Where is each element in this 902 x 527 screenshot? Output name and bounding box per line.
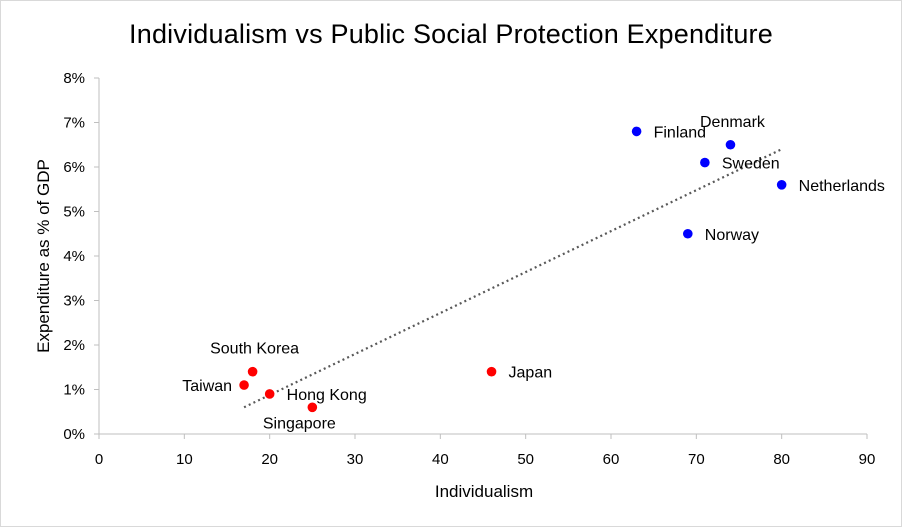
data-label: Netherlands (799, 178, 885, 195)
y-tick-label: 1% (63, 382, 85, 399)
data-point (239, 380, 249, 390)
data-label: Sweden (722, 156, 780, 173)
data-label: Denmark (700, 114, 766, 131)
x-tick-label: 10 (176, 451, 193, 468)
x-tick-label: 0 (95, 451, 103, 468)
data-label: Taiwan (182, 378, 232, 395)
data-point (264, 389, 275, 399)
y-tick-label: 2% (63, 337, 85, 354)
x-tick-label: 40 (432, 451, 449, 468)
x-tick-label: 90 (859, 451, 876, 468)
y-tick-label: 0% (63, 426, 85, 443)
y-tick-label: 3% (63, 293, 85, 310)
data-point (683, 228, 693, 239)
data-point (725, 139, 736, 150)
x-axis-title: Individualism (435, 482, 533, 501)
y-tick-label: 5% (63, 204, 85, 221)
data-label: Finland (654, 124, 706, 141)
data-label: Singapore (263, 415, 336, 432)
data-point (486, 366, 497, 377)
data-label: Japan (509, 365, 553, 382)
x-tick-label: 60 (603, 451, 620, 468)
data-label: Hong Kong (287, 387, 367, 404)
y-tick-label: 4% (63, 248, 85, 265)
x-tick-label: 20 (261, 451, 278, 468)
x-tick-label: 80 (773, 451, 790, 468)
y-tick-label: 7% (63, 115, 85, 132)
y-tick-label: 8% (63, 70, 85, 87)
chart-title: Individualism vs Public Social Protectio… (129, 19, 773, 49)
trendline (243, 148, 783, 409)
y-tick-label: 6% (63, 159, 85, 176)
data-point (700, 157, 710, 168)
x-tick-label: 70 (688, 451, 705, 468)
data-point (631, 126, 642, 137)
data-point (307, 402, 318, 413)
data-label: South Korea (210, 341, 299, 358)
x-tick-label: 30 (347, 451, 364, 468)
data-point (776, 180, 787, 190)
data-label: Norway (705, 227, 759, 244)
y-axis-title: Expenditure as % of GDP (34, 159, 53, 353)
x-tick-label: 50 (517, 451, 534, 468)
data-point (247, 366, 258, 377)
